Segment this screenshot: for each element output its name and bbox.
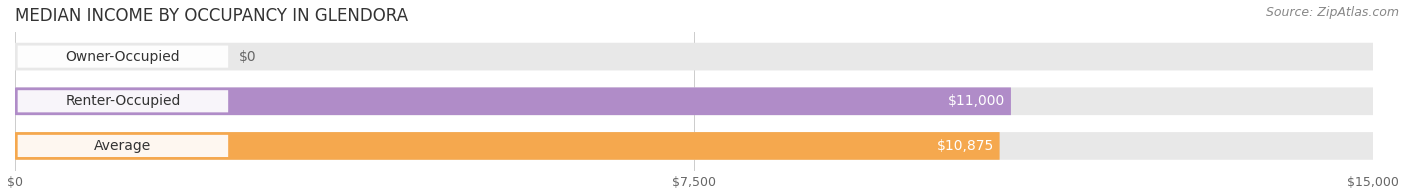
Text: $10,875: $10,875 bbox=[936, 139, 994, 153]
FancyBboxPatch shape bbox=[18, 45, 228, 68]
FancyBboxPatch shape bbox=[15, 132, 1374, 160]
FancyBboxPatch shape bbox=[15, 43, 1374, 71]
Text: $11,000: $11,000 bbox=[948, 94, 1005, 108]
Text: Source: ZipAtlas.com: Source: ZipAtlas.com bbox=[1265, 6, 1399, 19]
FancyBboxPatch shape bbox=[15, 87, 1374, 115]
FancyBboxPatch shape bbox=[18, 135, 228, 157]
Text: Average: Average bbox=[94, 139, 152, 153]
FancyBboxPatch shape bbox=[15, 87, 1011, 115]
Text: MEDIAN INCOME BY OCCUPANCY IN GLENDORA: MEDIAN INCOME BY OCCUPANCY IN GLENDORA bbox=[15, 7, 408, 25]
Text: Renter-Occupied: Renter-Occupied bbox=[65, 94, 180, 108]
Text: $0: $0 bbox=[239, 50, 257, 64]
FancyBboxPatch shape bbox=[18, 90, 228, 112]
FancyBboxPatch shape bbox=[15, 132, 1000, 160]
Text: Owner-Occupied: Owner-Occupied bbox=[66, 50, 180, 64]
